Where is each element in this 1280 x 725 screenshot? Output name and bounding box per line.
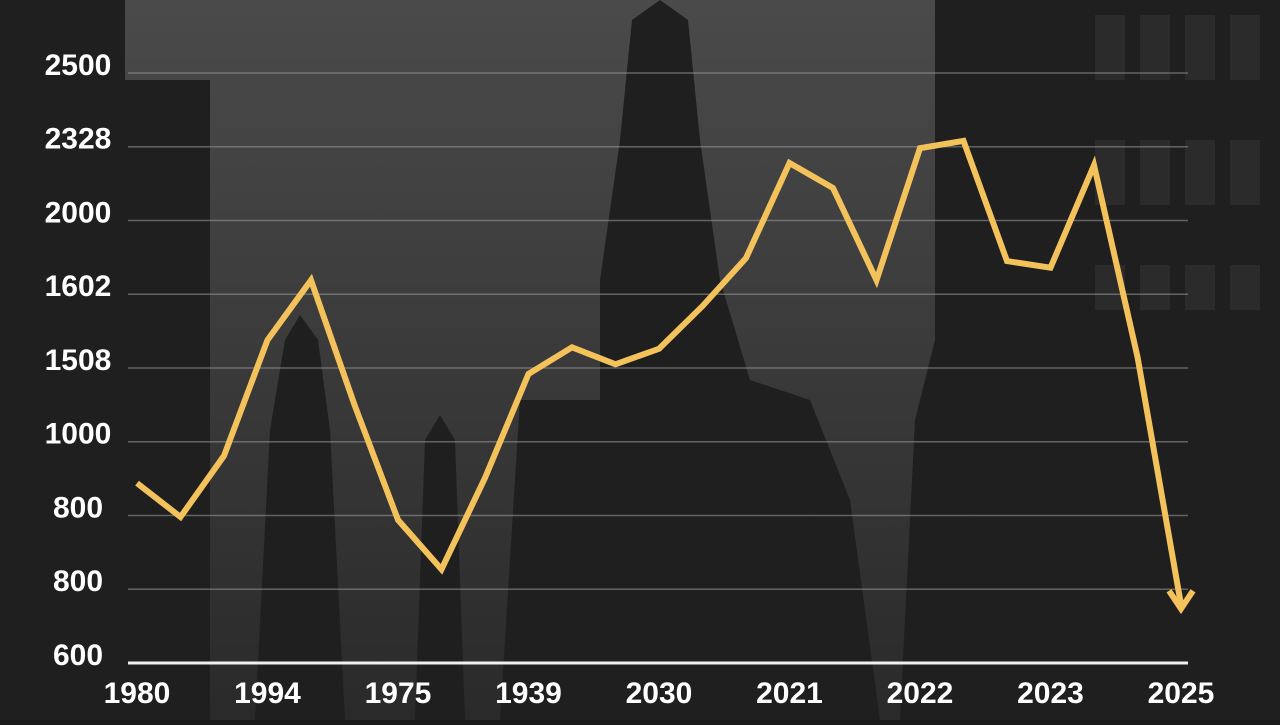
arrow-head bbox=[1166, 589, 1196, 615]
x-tick-label: 1980 bbox=[104, 677, 171, 710]
y-tick-label: 1000 bbox=[45, 418, 112, 451]
x-tick-label: 2022 bbox=[887, 677, 954, 710]
y-tick-label: 600 bbox=[53, 639, 103, 672]
x-tick-label: 1975 bbox=[365, 677, 432, 710]
y-tick-label: 800 bbox=[53, 565, 103, 598]
data-line bbox=[135, 137, 1184, 606]
x-tick-label: 2021 bbox=[756, 677, 823, 710]
windows bbox=[1095, 15, 1260, 310]
y-tick-label: 1602 bbox=[45, 270, 112, 303]
x-tick-label: 2030 bbox=[626, 677, 693, 710]
y-tick-label: 1508 bbox=[45, 344, 112, 377]
y-tick-label: 800 bbox=[53, 491, 103, 524]
y-tick-label: 2328 bbox=[45, 123, 112, 156]
x-tick-label: 2023 bbox=[1017, 677, 1084, 710]
x-tick-label: 1939 bbox=[495, 677, 562, 710]
y-tick-label: 2500 bbox=[45, 49, 112, 82]
y-tick-label: 2000 bbox=[45, 196, 112, 229]
x-tick-label: 1994 bbox=[234, 677, 301, 710]
x-tick-label: 2025 bbox=[1148, 677, 1215, 710]
